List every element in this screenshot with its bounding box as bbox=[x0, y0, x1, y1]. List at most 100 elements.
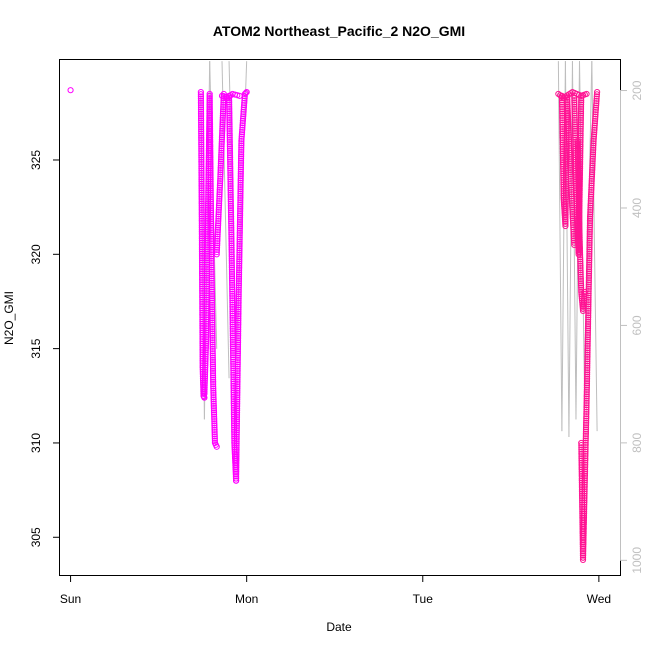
data-point bbox=[227, 211, 235, 218]
data-point bbox=[206, 112, 214, 119]
data-point bbox=[203, 322, 210, 330]
data-point bbox=[576, 245, 584, 252]
data-point bbox=[202, 338, 210, 345]
data-point bbox=[576, 247, 584, 254]
data-point bbox=[209, 326, 216, 333]
data-point bbox=[584, 338, 591, 345]
y-tick-label: 310 bbox=[29, 433, 43, 453]
data-point bbox=[202, 351, 209, 358]
data-point bbox=[227, 165, 234, 172]
data-point bbox=[238, 133, 245, 140]
data-point bbox=[226, 119, 233, 126]
data-point bbox=[210, 389, 217, 396]
data-point bbox=[227, 178, 234, 185]
data-point bbox=[198, 161, 205, 168]
data-point bbox=[586, 250, 593, 257]
data-point bbox=[228, 246, 235, 254]
data-point bbox=[236, 218, 244, 226]
data-point bbox=[565, 131, 572, 139]
data-point bbox=[586, 222, 593, 229]
data-point bbox=[226, 145, 234, 152]
data-point bbox=[218, 151, 225, 159]
data-point bbox=[236, 249, 243, 256]
data-point bbox=[228, 259, 235, 267]
data-point bbox=[229, 297, 236, 304]
data-point bbox=[208, 229, 215, 236]
data-point bbox=[207, 138, 214, 146]
data-point bbox=[233, 444, 240, 451]
data-point bbox=[592, 104, 600, 111]
data-point bbox=[226, 143, 234, 150]
data-point bbox=[226, 125, 233, 132]
data-point bbox=[201, 371, 209, 378]
data-point bbox=[585, 303, 592, 310]
data-point bbox=[233, 462, 240, 469]
data-point bbox=[198, 185, 205, 192]
data-point bbox=[236, 262, 243, 269]
data-point bbox=[580, 543, 587, 550]
data-point bbox=[209, 374, 217, 381]
data-point bbox=[209, 328, 216, 335]
data-point bbox=[209, 343, 216, 350]
data-point bbox=[583, 386, 590, 393]
data-point bbox=[583, 382, 591, 389]
data-point bbox=[67, 87, 74, 94]
data-point bbox=[585, 283, 592, 290]
data-point bbox=[575, 173, 582, 180]
data-point bbox=[197, 104, 205, 111]
y2-tick-label: 1000 bbox=[630, 547, 644, 574]
data-point bbox=[209, 356, 216, 364]
data-point bbox=[214, 242, 221, 249]
data-point bbox=[235, 315, 242, 322]
data-point bbox=[587, 211, 594, 218]
data-point bbox=[208, 275, 215, 282]
data-point bbox=[226, 154, 234, 161]
data-point bbox=[209, 359, 216, 366]
data-point bbox=[226, 105, 233, 113]
data-point bbox=[198, 228, 205, 235]
data-point bbox=[235, 319, 242, 326]
data-point bbox=[207, 189, 214, 196]
data-point bbox=[233, 422, 240, 429]
data-point bbox=[583, 395, 590, 402]
data-point bbox=[234, 359, 241, 366]
data-point bbox=[589, 169, 596, 176]
data-point bbox=[207, 202, 215, 209]
data-point bbox=[198, 121, 205, 128]
data-point bbox=[198, 235, 205, 242]
data-point bbox=[229, 288, 236, 295]
data-point bbox=[575, 184, 582, 191]
data-point bbox=[566, 153, 573, 161]
data-point bbox=[234, 400, 241, 408]
data-point bbox=[582, 433, 589, 440]
data-point bbox=[219, 108, 227, 115]
data-point bbox=[582, 452, 589, 460]
data-point bbox=[210, 398, 217, 405]
data-point bbox=[206, 110, 213, 117]
data-point bbox=[211, 422, 218, 429]
data-point bbox=[585, 279, 592, 286]
data-point bbox=[216, 182, 224, 189]
data-point bbox=[206, 116, 214, 124]
data-point bbox=[585, 292, 592, 299]
data-point bbox=[197, 88, 204, 96]
data-point bbox=[207, 130, 214, 137]
data-point bbox=[577, 119, 584, 126]
data-point bbox=[575, 201, 583, 208]
data-point bbox=[586, 233, 593, 240]
data-point bbox=[562, 200, 569, 207]
data-point bbox=[580, 532, 587, 539]
data-point bbox=[215, 213, 222, 220]
data-point bbox=[585, 281, 592, 288]
data-point bbox=[198, 178, 205, 185]
data-point bbox=[235, 275, 243, 283]
data-point bbox=[575, 157, 582, 164]
data-point bbox=[229, 295, 236, 302]
data-point bbox=[234, 337, 242, 344]
data-point bbox=[198, 156, 205, 163]
data-point bbox=[203, 320, 210, 327]
x-tick-label: Mon bbox=[235, 592, 258, 606]
data-point bbox=[210, 409, 218, 416]
data-point bbox=[583, 388, 590, 396]
data-point bbox=[198, 158, 205, 166]
